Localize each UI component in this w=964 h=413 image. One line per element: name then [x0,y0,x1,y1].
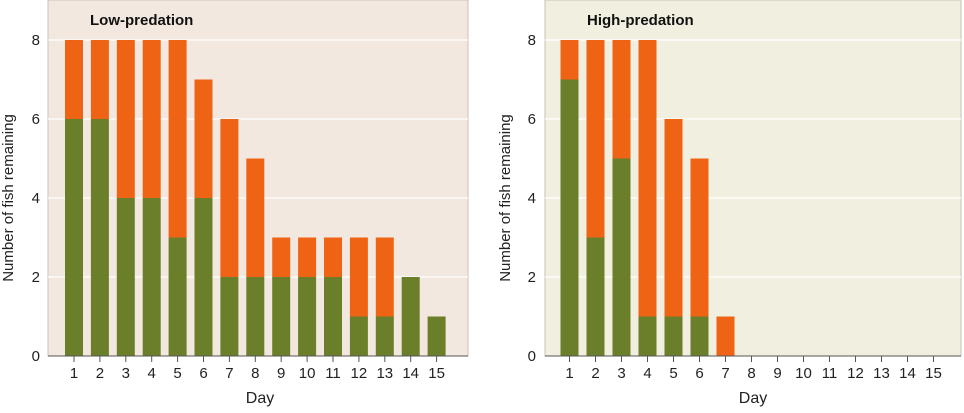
bar-segment [65,119,83,356]
x-tick-label: 12 [351,365,368,382]
bar-segment [560,79,579,356]
bar-segment [194,79,213,198]
bar-segment [246,158,265,277]
x-tick-label: 5 [669,365,677,382]
x-tick-label: 7 [225,365,233,382]
chart-title: High-predation [587,12,694,29]
x-tick-label: 9 [773,365,781,382]
bar-segment [324,277,342,356]
y-axis-label: Number of fish remaining [0,114,17,282]
x-tick-label: 12 [847,365,864,382]
bar-segment [90,40,109,119]
x-tick-label: 1 [70,365,78,382]
bar-segment [690,158,709,317]
bar-segment [65,40,83,119]
x-tick-label: 11 [325,365,341,382]
x-tick-label: 8 [747,365,755,382]
y-tick-label: 0 [528,348,536,365]
x-tick-label: 3 [122,365,130,382]
x-tick-label: 2 [591,365,599,382]
y-tick-label: 6 [32,111,40,128]
bar-segment [401,277,420,356]
bar-segment [375,237,394,317]
x-tick-label: 15 [925,365,942,382]
x-tick-label: 3 [617,365,625,382]
bar-segment [612,158,631,356]
x-tick-label: 13 [376,365,393,382]
plot-area [544,0,962,357]
bar-segment [638,40,657,317]
bar-segment [246,277,265,356]
bar-segment [664,316,683,356]
x-axis-label: Day [246,390,274,407]
y-tick-label: 4 [32,190,40,207]
bar-segment [220,277,239,356]
x-tick-label: 5 [173,365,181,382]
x-tick-label: 6 [695,365,703,382]
x-tick-label: 7 [721,365,729,382]
bar-segment [116,198,135,356]
x-tick-label: 4 [148,365,156,382]
y-tick-label: 4 [528,190,536,207]
bar-segment [220,119,239,277]
bar-segment [272,237,291,277]
x-tick-label: 6 [199,365,207,382]
y-tick-label: 8 [32,32,40,49]
y-tick-label: 0 [32,348,40,365]
x-tick-label: 11 [822,365,838,382]
y-tick-label: 8 [528,32,536,49]
bar-segment [194,198,213,356]
x-tick-label: 10 [299,365,316,382]
x-tick-label: 14 [899,365,916,382]
bar-segment [90,119,109,356]
y-axis-label: Number of fish remaining [497,114,514,282]
bar-segment [168,237,187,356]
x-tick-label: 2 [96,365,104,382]
x-tick-label: 8 [251,365,259,382]
x-tick-label: 1 [565,365,573,382]
bar-segment [716,316,735,356]
bar-segment [375,316,394,356]
x-tick-label: 10 [795,365,812,382]
y-tick-label: 2 [528,269,536,286]
bar-segment [324,237,342,277]
x-axis-label: Day [739,390,767,407]
bar-segment [142,198,161,356]
x-tick-label: 9 [277,365,285,382]
bar-segment [116,40,135,198]
x-tick-label: 13 [873,365,890,382]
bar-segment [612,40,631,159]
bar-segment [560,40,579,80]
bar-segment [690,316,709,356]
bar-segment [349,316,368,356]
bar-segment [298,237,317,277]
y-tick-label: 2 [32,269,40,286]
bar-segment [638,316,657,356]
y-tick-label: 6 [528,111,536,128]
x-tick-label: 14 [402,365,419,382]
bar-segment [349,237,368,317]
bar-segment [142,40,161,198]
bar-segment [298,277,317,356]
bar-segment [427,316,446,356]
x-tick-label: 15 [428,365,445,382]
bar-segment [586,40,605,238]
bar-segment [586,237,605,356]
x-tick-label: 4 [643,365,651,382]
bar-segment [168,40,187,238]
bar-segment [272,277,291,356]
chart-title: Low-predation [90,12,193,29]
bar-segment [664,119,683,317]
